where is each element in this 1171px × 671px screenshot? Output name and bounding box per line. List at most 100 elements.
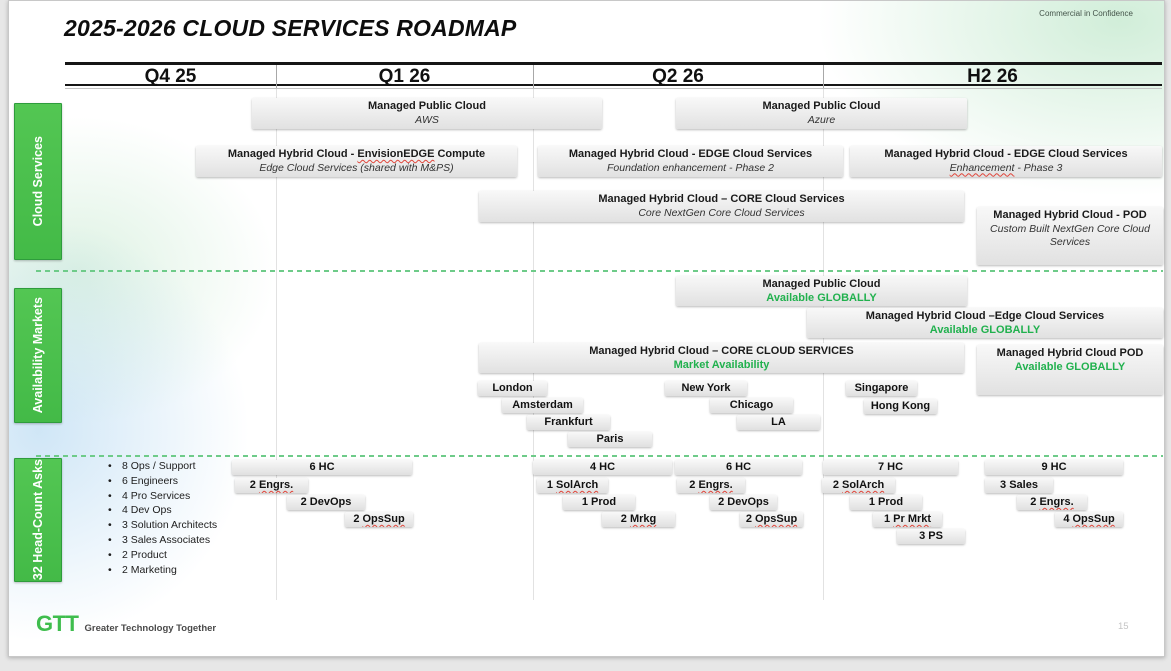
misspelling-underline-text: SolArch (842, 479, 885, 491)
text-segment: Market Availability (673, 358, 770, 371)
headcount-bullet-list: • 8 Ops / Support • 6 Engineers • 4 Pro Servi… (108, 459, 238, 577)
logo-tagline: Greater Technology Together (84, 623, 217, 634)
city-bar: Amsterdam (502, 398, 583, 413)
bar-subtitle: Edge Cloud Services (shared with M&PS) (196, 162, 517, 175)
section-label-text: 32 Head-Count Asks (30, 459, 45, 581)
text-segment: Edge Cloud Services (shared with M&PS) (259, 161, 454, 174)
gtt-logo: GTT (36, 611, 79, 636)
city-bar: Singapore (846, 381, 917, 396)
headcount-bar: 6 HC (675, 460, 802, 475)
misspelling-underline-text: Mrkg (629, 513, 657, 525)
misspelling-underline-text: Engrs. (698, 479, 733, 491)
cloud-service-bar: Managed Hybrid Cloud - EnvisionEDGE Comp… (196, 146, 517, 177)
bullet-item: • 6 Engineers (108, 474, 238, 489)
text-segment: 1 (546, 479, 556, 491)
text-segment: AWS (415, 113, 439, 126)
headcount-bar: 1 Pr Mrkt (873, 512, 942, 527)
bar-title: Managed Public Cloud (252, 100, 602, 114)
column-gridline (276, 89, 277, 600)
misspelling-underline-text: Engrs. (1039, 496, 1074, 508)
cloud-service-bar: Managed Hybrid Cloud - POD Custom Built N… (977, 207, 1163, 265)
headcount-bar: 2 SolArch (822, 478, 895, 493)
text-segment: 2 (1030, 496, 1040, 508)
bar-title: Managed Hybrid Cloud - EDGE Cloud Servic… (538, 148, 843, 162)
bullet-dot: • (108, 474, 112, 487)
misspelling-underline-text: Enhancement (949, 161, 1015, 174)
text-segment: 2 (353, 513, 363, 525)
bullet-text: 4 Dev Ops (122, 504, 172, 517)
classification-label: Commercial in Confidence (1039, 9, 1133, 18)
section-label: 32 Head-Count Asks (14, 458, 62, 582)
text-segment: Available GLOBALLY (766, 291, 877, 304)
headcount-bar: 3 Sales (985, 478, 1053, 493)
headcount-bar: 2 Engrs. (1017, 495, 1087, 510)
city-bar: Paris (568, 432, 652, 447)
bullet-dot: • (108, 563, 112, 576)
bar-subtitle: Azure (676, 114, 967, 127)
text-segment: 2 (620, 513, 630, 525)
bar-subtitle: Foundation enhancement - Phase 2 (538, 162, 843, 175)
bullet-text: 6 Engineers (122, 474, 179, 487)
headcount-bar: 6 HC (232, 460, 412, 475)
text-segment: 2 (689, 479, 699, 491)
column-header: Q1 26 (378, 66, 431, 87)
bar-title: Managed Hybrid Cloud - EDGE Cloud Servic… (850, 148, 1162, 162)
misspelling-underline-text: OpsSup (362, 513, 405, 525)
column-header: H2 26 (967, 66, 1018, 87)
bullet-item: • 3 Sales Associates (108, 533, 238, 548)
text-segment: Managed Hybrid Cloud - (227, 148, 358, 160)
bar-subtitle: Custom Built NextGen Core Cloud Services (977, 223, 1163, 249)
headcount-bar: 4 OpsSup (1055, 512, 1123, 527)
misspelling-underline-text: Engrs. (258, 479, 294, 491)
bullet-dot: • (108, 489, 112, 502)
text-segment: 6 HC (309, 461, 335, 473)
bullet-dot: • (108, 519, 112, 532)
availability-bar: Managed Public Cloud Available GLOBALLY (676, 276, 967, 306)
cloud-service-bar: Managed Public Cloud Azure (676, 98, 967, 129)
column-header: Q2 26 (652, 66, 704, 87)
headcount-bar: 1 Prod (850, 495, 922, 510)
text-segment: Custom Built NextGen Core Cloud Services (990, 222, 1150, 248)
bullet-item: • 2 Product (108, 548, 238, 563)
text-segment: Managed Hybrid Cloud – CORE CLOUD SERVIC… (589, 345, 854, 357)
bullet-dot: • (108, 504, 112, 517)
availability-bar: Managed Hybrid Cloud POD Available GLOBAL… (977, 345, 1163, 395)
bullet-item: • 2 Marketing (108, 563, 238, 578)
headcount-bar: 7 HC (823, 460, 958, 475)
text-segment: Azure (807, 113, 836, 126)
section-label-text: Availability Markets (30, 297, 45, 414)
bullet-item: • 8 Ops / Support (108, 459, 238, 474)
availability-bar: Managed Hybrid Cloud –Edge Cloud Service… (807, 308, 1163, 338)
bullet-item: • 4 Dev Ops (108, 503, 238, 518)
text-segment: 2 DevOps (718, 496, 769, 508)
headcount-bar: 4 HC (533, 460, 672, 475)
city-bar: Frankfurt (527, 415, 610, 430)
bullet-dot: • (108, 548, 112, 561)
text-segment: Managed Public Cloud (368, 100, 486, 112)
text-segment: Managed Hybrid Cloud –Edge Cloud Service… (865, 310, 1105, 322)
bar-subtitle: Available GLOBALLY (676, 292, 967, 305)
misspelling-underline-text: OpsSup (1072, 513, 1115, 525)
bullet-dot: • (108, 533, 112, 546)
text-segment: 2 (249, 479, 259, 491)
headcount-bar: 2 Engrs. (235, 478, 308, 493)
bullet-text: 3 Sales Associates (122, 533, 211, 546)
text-segment: 7 HC (877, 461, 904, 473)
column-header: Q4 25 (144, 66, 197, 87)
bullet-text: 2 Marketing (122, 563, 177, 576)
timeline-header: Q4 25 Q1 26 Q2 26 H2 26 (65, 62, 1162, 89)
section-divider-line (36, 455, 1163, 457)
cloud-service-bar: Managed Hybrid Cloud - EDGE Cloud Servic… (850, 146, 1162, 177)
text-segment: Managed Public Cloud (762, 100, 881, 112)
text-segment: 3 Sales (1000, 479, 1038, 491)
bar-title: Managed Hybrid Cloud – CORE CLOUD SERVIC… (479, 345, 964, 359)
column-divider-line (276, 65, 277, 89)
text-segment: Available GLOBALLY (1014, 360, 1126, 373)
bullet-item: • 4 Pro Services (108, 489, 238, 504)
bar-subtitle: Core NextGen Core Cloud Services (479, 207, 964, 220)
city-bar: New York (665, 381, 747, 396)
bar-subtitle: Enhancement - Phase 3 (850, 162, 1162, 175)
text-segment: 2 (745, 513, 755, 525)
misspelling-underline-text: EnvisionEDGE (357, 148, 435, 160)
